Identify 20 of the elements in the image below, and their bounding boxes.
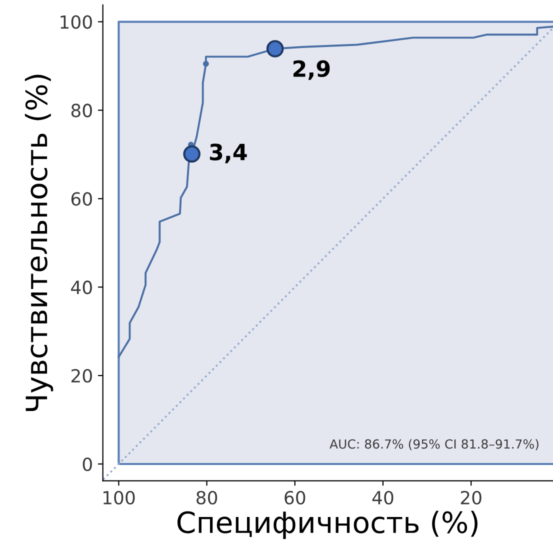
annotation: 3,4: [210, 144, 247, 164]
y-tick-label: 0: [82, 457, 92, 472]
y-axis-title: Чувствительность (%): [24, 74, 54, 412]
x-axis-title: Специфичность (%): [177, 510, 478, 539]
point: [266, 40, 284, 58]
y-tick-label: 20: [71, 369, 92, 383]
annotation: 2,9: [294, 60, 330, 80]
x-tick-label: 100: [103, 490, 135, 504]
y-tick-label: 40: [71, 280, 92, 294]
y-tick-label: 100: [60, 15, 92, 29]
x-tick-label: 60: [284, 490, 306, 504]
point: [202, 60, 209, 67]
annotation: AUC: 86.7% (95% CI 81.8–91.7%): [330, 439, 538, 450]
x-tick-label: 80: [196, 490, 218, 504]
y-tick-label: 80: [71, 104, 92, 118]
point: [183, 145, 200, 163]
x-tick-label: 20: [460, 490, 482, 504]
line-series: [118, 26, 553, 358]
y-tick-label: 60: [71, 192, 92, 206]
x-tick-label: 40: [372, 490, 394, 504]
